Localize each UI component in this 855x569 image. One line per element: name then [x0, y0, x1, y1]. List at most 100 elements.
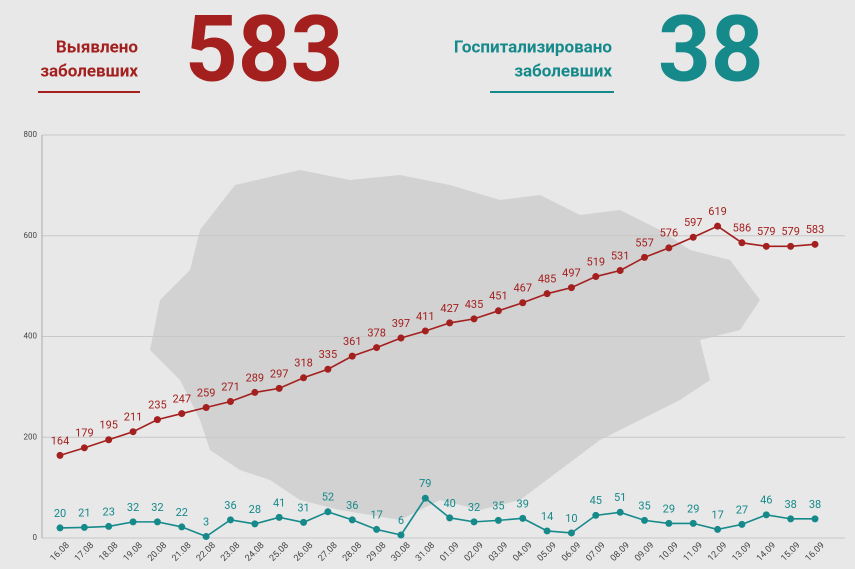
point [641, 253, 649, 261]
point [421, 327, 429, 335]
point [153, 518, 161, 526]
point [689, 519, 697, 527]
point [494, 307, 502, 315]
value-label: 289 [246, 371, 265, 384]
value-label: 235 [148, 399, 167, 412]
x-tick-label: 17.08 [73, 541, 96, 564]
x-tick-label: 20.08 [146, 541, 169, 564]
value-label: 397 [392, 317, 411, 330]
point [348, 352, 356, 360]
value-label: 36 [346, 499, 358, 512]
map-silhouette [150, 170, 760, 520]
x-tick-label: 02.09 [463, 541, 486, 564]
right-value: 38 [658, 0, 764, 103]
value-label: 52 [322, 491, 334, 504]
point [592, 511, 600, 519]
point [665, 244, 673, 252]
value-label: 20 [54, 507, 66, 520]
point [787, 242, 795, 250]
point [567, 284, 575, 292]
point [153, 416, 161, 424]
point [470, 518, 478, 526]
point [80, 523, 88, 531]
value-label: 619 [708, 205, 727, 218]
value-label: 32 [151, 501, 163, 514]
y-tick-label: 0 [33, 533, 38, 542]
left-label-line: Выявлено [56, 37, 138, 57]
value-label: 195 [99, 419, 118, 432]
x-tick-label: 28.08 [341, 541, 364, 564]
value-label: 22 [176, 506, 188, 519]
value-label: 335 [319, 348, 338, 361]
value-label: 45 [590, 494, 602, 507]
value-label: 79 [419, 477, 431, 490]
right-label-line: Госпитализировано [454, 37, 613, 57]
left-value: 583 [185, 0, 343, 103]
value-label: 31 [297, 501, 309, 514]
value-label: 38 [809, 498, 821, 511]
value-label: 259 [197, 386, 216, 399]
value-label: 597 [684, 216, 703, 229]
point [275, 384, 283, 392]
x-tick-label: 14.09 [755, 541, 778, 564]
y-tick-label: 400 [24, 332, 38, 341]
y-tick-label: 800 [24, 130, 38, 139]
point [324, 508, 332, 516]
value-label: 211 [124, 411, 143, 424]
point [616, 267, 624, 275]
x-tick-label: 31.08 [414, 541, 437, 564]
point [787, 515, 795, 523]
x-tick-label: 03.09 [487, 541, 510, 564]
x-tick-label: 09.09 [633, 541, 656, 564]
point [616, 508, 624, 516]
value-label: 586 [733, 222, 752, 235]
value-label: 435 [465, 298, 484, 311]
point [470, 315, 478, 323]
value-label: 32 [127, 501, 139, 514]
point [543, 527, 551, 535]
x-tick-label: 19.08 [122, 541, 145, 564]
point [714, 525, 722, 533]
x-tick-label: 01.09 [438, 541, 461, 564]
point [226, 397, 234, 405]
point [56, 524, 64, 532]
point [519, 299, 527, 307]
value-label: 583 [806, 223, 825, 236]
value-label: 39 [517, 497, 529, 510]
value-label: 23 [103, 505, 115, 518]
point [397, 531, 405, 539]
value-label: 164 [51, 434, 70, 447]
point [714, 222, 722, 230]
x-tick-label: 15.09 [779, 541, 802, 564]
point [178, 410, 186, 418]
point [543, 290, 551, 298]
value-label: 497 [562, 267, 581, 280]
point [519, 514, 527, 522]
point [762, 242, 770, 250]
point [129, 428, 137, 436]
x-tick-label: 12.09 [706, 541, 729, 564]
value-label: 35 [638, 499, 650, 512]
value-label: 579 [757, 225, 776, 238]
value-label: 411 [416, 310, 435, 323]
point [373, 525, 381, 533]
value-label: 361 [343, 335, 362, 348]
x-tick-label: 16.08 [49, 541, 72, 564]
point [226, 516, 234, 524]
point [421, 494, 429, 502]
value-label: 297 [270, 367, 289, 380]
point [738, 239, 746, 247]
x-tick-label: 10.09 [658, 541, 681, 564]
left-label-line: заболевших [40, 61, 138, 81]
x-tick-label: 22.08 [195, 541, 218, 564]
value-label: 579 [781, 225, 800, 238]
value-label: 27 [736, 503, 748, 516]
series-line [59, 225, 816, 457]
x-tick-label: 04.09 [511, 541, 534, 564]
x-tick-label: 26.08 [292, 541, 315, 564]
right-label-line: заболевших [514, 61, 612, 81]
value-label: 427 [440, 302, 459, 315]
point [689, 233, 697, 241]
point [494, 516, 502, 524]
